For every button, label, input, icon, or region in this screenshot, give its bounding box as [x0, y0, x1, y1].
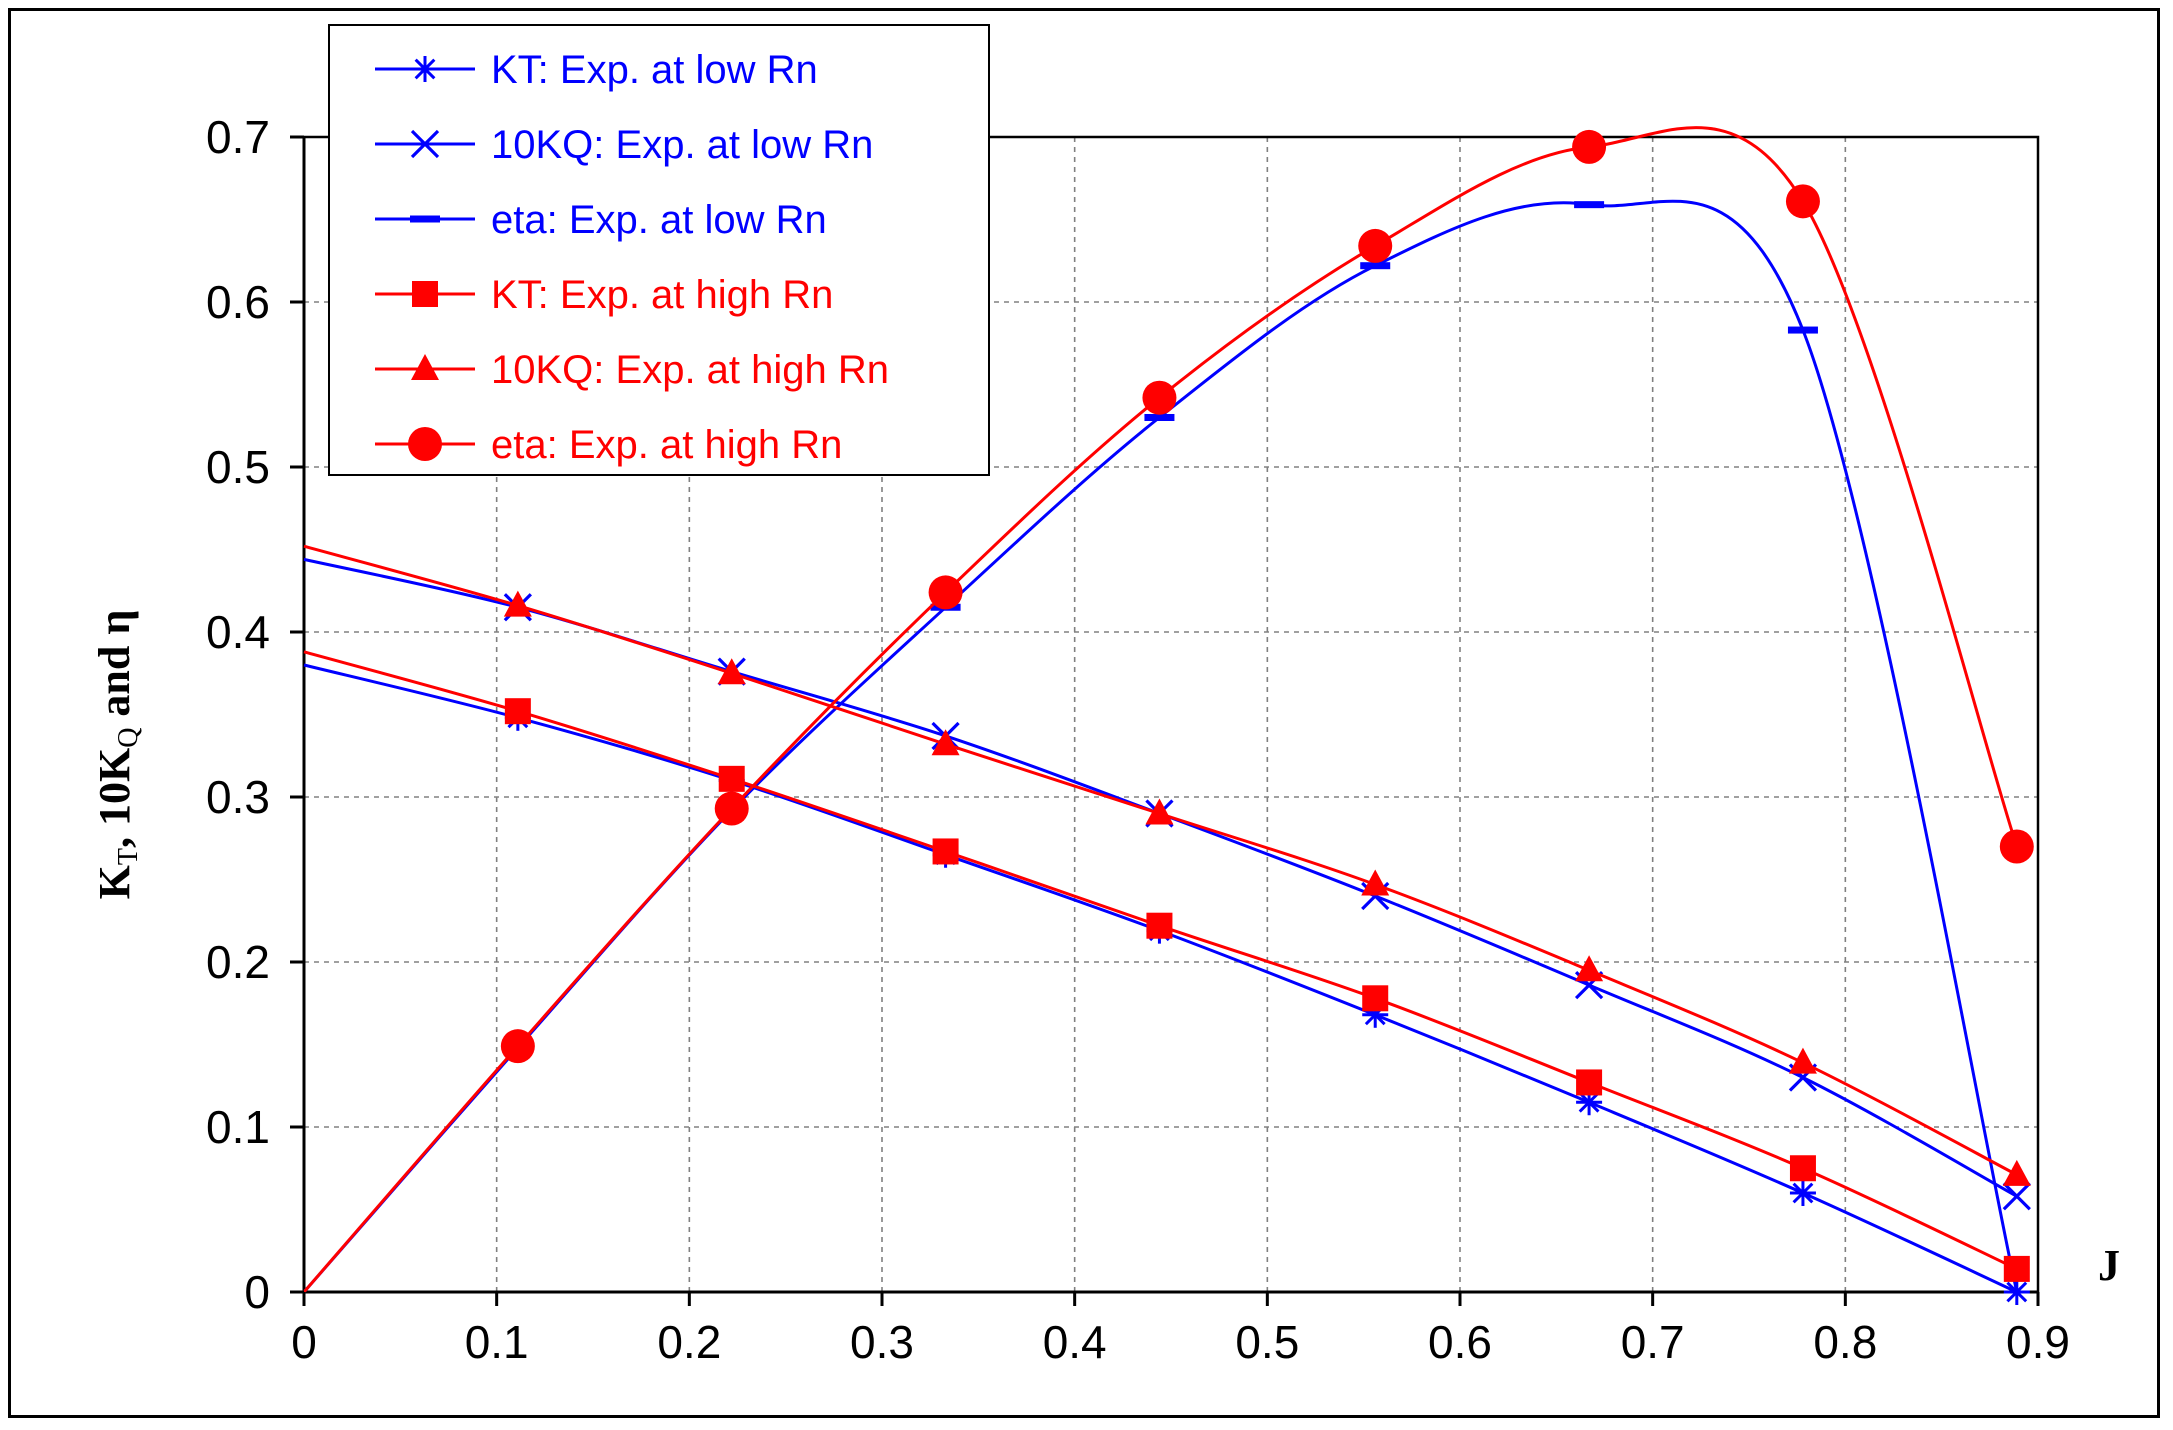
y-tick-label: 0 — [244, 1266, 270, 1318]
data-point-circle — [1572, 129, 1607, 164]
legend-marker-asterisk — [412, 56, 438, 82]
data-point-asterisk — [1576, 1089, 1603, 1116]
data-point-square — [2003, 1255, 2030, 1282]
legend-item: 10KQ: Exp. at high Rn — [375, 348, 889, 392]
data-point-dash — [1787, 326, 1818, 334]
y-tick-label: 0.1 — [206, 1101, 270, 1153]
y-tick-label: 0.4 — [206, 606, 270, 658]
x-tick-label: 0.4 — [1043, 1316, 1107, 1368]
data-point-square — [1362, 985, 1389, 1012]
data-point-asterisk — [1789, 1180, 1816, 1206]
legend-label: KT: Exp. at low Rn — [491, 48, 818, 92]
y-tick-label: 0.6 — [206, 276, 270, 328]
data-point-circle — [1142, 380, 1177, 415]
x-tick-label: 0.2 — [657, 1316, 721, 1368]
data-point-square — [504, 698, 531, 725]
data-point-dash — [1360, 262, 1391, 270]
series-layer — [302, 126, 2034, 1305]
x-tick-label: 0.3 — [850, 1316, 914, 1368]
data-point-triangle — [1788, 1047, 1817, 1074]
data-point-circle — [500, 1029, 535, 1064]
data-point-circle — [1999, 829, 2034, 864]
data-point-square — [1146, 912, 1173, 939]
chart-frame: 0 0.1 0.2 0.3 0.4 0.5 0.6 0.7 0.8 0.9 0 0.1 0.2 0.3 0.… — [8, 8, 2160, 1418]
x-axis-title: J — [2098, 1241, 2120, 1290]
data-point-triangle — [931, 729, 960, 756]
y-tick-label: 0.3 — [206, 771, 270, 823]
legend-item: eta: Exp. at low Rn — [375, 198, 827, 242]
series-3 — [303, 650, 2030, 1282]
ticks-layer: 0 0.1 0.2 0.3 0.4 0.5 0.6 0.7 0.8 0.9 0 0.1 0.2 0.3 0.… — [206, 111, 2070, 1368]
legend-item: KT: Exp. at high Rn — [375, 273, 833, 317]
legend-label: eta: Exp. at high Rn — [491, 423, 842, 467]
data-point-square — [718, 765, 745, 792]
data-point-dash — [1574, 201, 1605, 209]
data-point-triangle — [1575, 955, 1604, 982]
data-point-square — [932, 838, 959, 865]
legend-item: eta: Exp. at high Rn — [375, 423, 842, 467]
y-axis-title-q-sub: Q — [113, 728, 144, 748]
legend-label: eta: Exp. at low Rn — [491, 198, 827, 242]
x-tick-label: 0.5 — [1235, 1316, 1299, 1368]
data-point-circle — [928, 575, 963, 610]
x-tick-label: 0.9 — [2006, 1316, 2070, 1368]
y-tick-label: 0.7 — [206, 111, 270, 163]
y-axis-title-k: K — [90, 865, 139, 899]
x-tick-label: 0 — [291, 1316, 317, 1368]
axes-layer — [302, 135, 2040, 1294]
legend-label: 10KQ: Exp. at high Rn — [491, 348, 889, 392]
legend: KT: Exp. at low Rn 10KQ: Exp. at low Rn et… — [328, 24, 990, 476]
data-point-triangle — [503, 590, 532, 617]
y-tick-label: 0.2 — [206, 936, 270, 988]
x-tick-label: 0.1 — [465, 1316, 529, 1368]
data-point-circle — [1785, 184, 1820, 219]
legend-marker-triangle — [411, 354, 439, 380]
data-point-square — [1789, 1155, 1816, 1182]
data-point-triangle — [1361, 869, 1390, 896]
data-point-triangle — [2002, 1159, 2031, 1186]
y-axis-title-mid: , 10K — [90, 748, 139, 848]
data-point-dash — [1144, 414, 1175, 421]
legend-marker-x — [410, 129, 440, 159]
data-point-triangle — [1145, 798, 1174, 825]
legend-marker-circle — [408, 427, 442, 461]
data-point-circle — [1358, 228, 1393, 263]
data-point-circle — [714, 791, 749, 826]
y-axis-title-k-sub: T — [113, 848, 144, 865]
legend-label: 10KQ: Exp. at low Rn — [491, 123, 873, 167]
x-tick-label: 0.6 — [1428, 1316, 1492, 1368]
data-point-asterisk — [2003, 1279, 2030, 1305]
legend-item: KT: Exp. at low Rn — [375, 48, 818, 92]
legend-item: 10KQ: Exp. at low Rn — [375, 123, 873, 167]
data-point-x — [2002, 1182, 2031, 1211]
legend-box — [328, 24, 990, 476]
y-tick-label: 0.5 — [206, 441, 270, 493]
y-axis-title-end: and η — [90, 610, 139, 728]
x-tick-label: 0.7 — [1621, 1316, 1685, 1368]
chart-svg: 0 0.1 0.2 0.3 0.4 0.5 0.6 0.7 0.8 0.9 0 0.1 0.2 0.3 0.… — [90, 24, 2120, 1368]
series-4 — [303, 544, 2031, 1186]
data-point-triangle — [717, 658, 746, 685]
legend-marker-dash — [410, 215, 440, 223]
legend-marker-square — [412, 281, 438, 307]
y-axis-title: KT, 10KQ and η — [90, 610, 144, 900]
x-tick-label: 0.8 — [1813, 1316, 1877, 1368]
series-5 — [302, 126, 2034, 1293]
data-point-square — [1576, 1069, 1603, 1096]
legend-label: KT: Exp. at high Rn — [491, 273, 833, 317]
